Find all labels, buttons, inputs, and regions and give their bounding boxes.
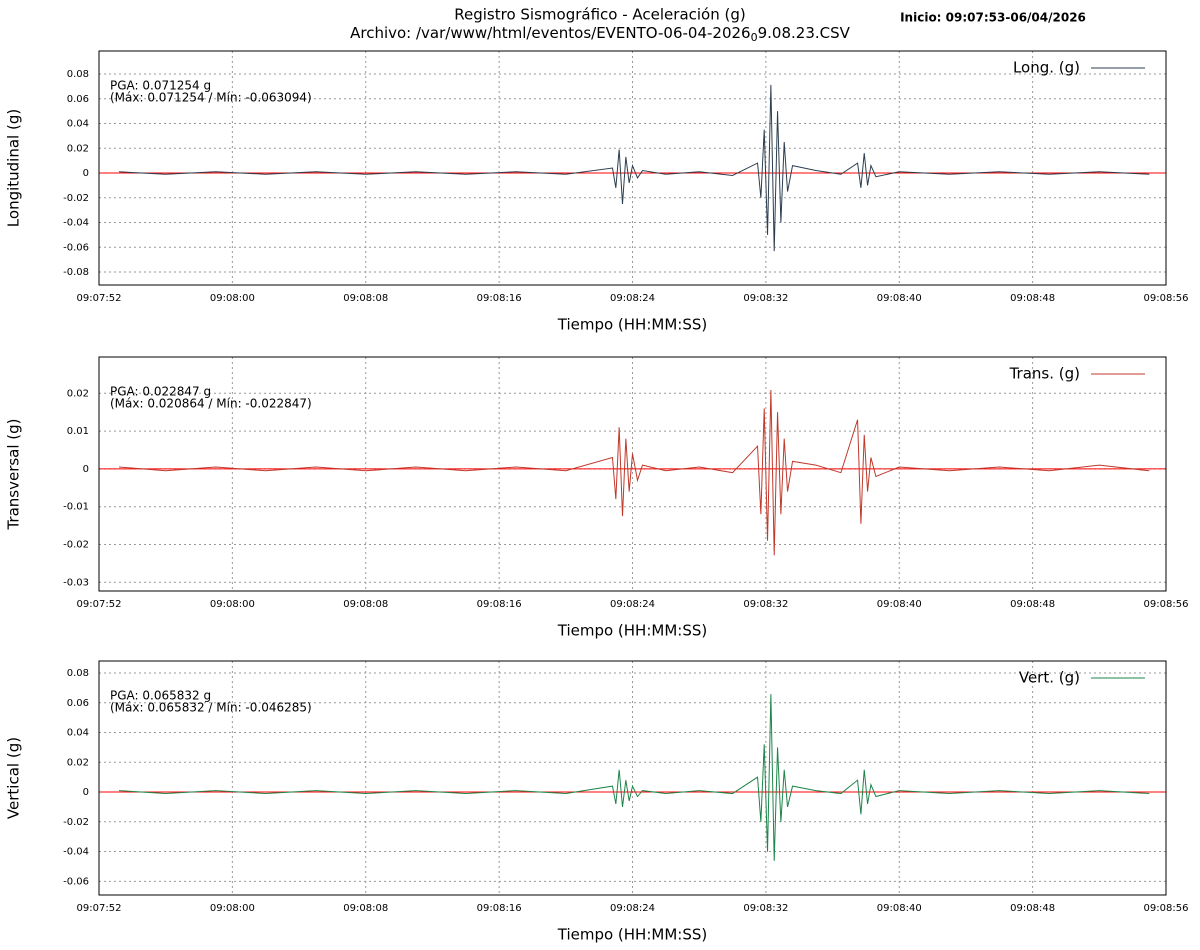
x-axis-label: Tiempo (HH:MM:SS) [557, 316, 707, 334]
x-tick-label: 09:08:32 [743, 599, 788, 610]
x-tick-label: 09:08:24 [610, 903, 655, 914]
x-axis-label: Tiempo (HH:MM:SS) [557, 622, 707, 640]
x-tick-label: 09:08:16 [477, 293, 522, 304]
y-tick-label: -0.02 [63, 817, 89, 828]
x-tick-label: 09:08:32 [743, 293, 788, 304]
y-tick-label: 0 [83, 787, 89, 798]
x-tick-label: 09:08:08 [343, 293, 388, 304]
x-tick-label: 09:08:40 [877, 903, 922, 914]
y-tick-label: -0.06 [63, 242, 89, 253]
x-tick-label: 09:08:56 [1144, 903, 1189, 914]
x-tick-label: 09:08:48 [1010, 903, 1055, 914]
start-note: Inicio: 09:07:53-06/04/2026 [900, 11, 1086, 25]
plot-frame [98, 356, 1167, 592]
x-tick-label: 09:08:16 [477, 599, 522, 610]
x-tick-label: 09:08:48 [1010, 293, 1055, 304]
x-tick-label: 09:07:52 [77, 903, 122, 914]
y-tick-label: 0.04 [67, 728, 89, 739]
y-tick-label: -0.02 [63, 193, 89, 204]
annotation: (Máx: 0.071254 / Mín: -0.063094) [110, 91, 312, 105]
y-tick-label: 0 [83, 168, 89, 179]
annotation: (Máx: 0.065832 / Mín: -0.046285) [110, 701, 312, 715]
x-axis-label: Tiempo (HH:MM:SS) [557, 926, 707, 944]
x-tick-label: 09:08:00 [210, 903, 255, 914]
x-tick-label: 09:08:24 [610, 293, 655, 304]
y-axis-label: Longitudinal (g) [5, 109, 23, 227]
y-tick-label: 0.02 [67, 143, 89, 154]
y-tick-label: 0.02 [67, 757, 89, 768]
y-tick-label: 0.08 [67, 668, 89, 679]
y-tick-label: -0.04 [63, 218, 89, 229]
y-tick-label: -0.04 [63, 847, 89, 858]
y-tick-label: 0.01 [67, 426, 89, 437]
signal-line [118, 390, 1150, 556]
y-tick-label: 0.04 [67, 119, 89, 130]
subtitle-part: 9.08.23.CSV [758, 24, 851, 42]
chart-subtitle: Archivo: /var/www/html/eventos/EVENTO-06… [350, 24, 851, 45]
x-tick-label: 09:08:08 [343, 903, 388, 914]
plot-frame [98, 660, 1167, 896]
annotation: PGA: 0.071254 g [110, 79, 211, 93]
subtitle-part: Archivo: /var/www/html/eventos/EVENTO-06… [350, 24, 751, 42]
legend-label: Long. (g) [1013, 59, 1080, 77]
x-tick-label: 09:08:00 [210, 599, 255, 610]
x-tick-label: 09:08:16 [477, 903, 522, 914]
y-tick-label: 0.06 [67, 94, 89, 105]
subtitle-part: 0 [751, 31, 758, 44]
x-tick-label: 09:08:32 [743, 903, 788, 914]
x-tick-label: 09:08:56 [1144, 293, 1189, 304]
legend-label: Vert. (g) [1019, 669, 1080, 687]
y-tick-label: -0.06 [63, 876, 89, 887]
y-axis-label: Transversal (g) [5, 418, 23, 530]
x-tick-label: 09:08:24 [610, 599, 655, 610]
x-tick-label: 09:08:56 [1144, 599, 1189, 610]
y-tick-label: -0.08 [63, 267, 89, 278]
chart-title: Registro Sismográfico - Aceleración (g) [454, 6, 745, 24]
annotation: PGA: 0.022847 g [110, 385, 211, 399]
annotation: PGA: 0.065832 g [110, 689, 211, 703]
x-tick-label: 09:08:40 [877, 293, 922, 304]
y-tick-label: 0.02 [67, 388, 89, 399]
y-tick-label: -0.03 [63, 577, 89, 588]
y-tick-label: 0 [83, 464, 89, 475]
signal-line [118, 694, 1150, 861]
y-tick-label: 0.06 [67, 698, 89, 709]
signal-line [118, 84, 1150, 252]
y-tick-label: -0.01 [63, 502, 89, 513]
legend-label: Trans. (g) [1009, 365, 1080, 383]
x-tick-label: 09:08:00 [210, 293, 255, 304]
annotation: (Máx: 0.020864 / Mín: -0.022847) [110, 397, 312, 411]
x-tick-label: 09:07:52 [77, 599, 122, 610]
x-tick-label: 09:08:08 [343, 599, 388, 610]
y-tick-label: 0.08 [67, 69, 89, 80]
y-tick-label: -0.02 [63, 540, 89, 551]
plot-frame [98, 50, 1167, 286]
x-tick-label: 09:08:40 [877, 599, 922, 610]
x-tick-label: 09:08:48 [1010, 599, 1055, 610]
y-axis-label: Vertical (g) [5, 737, 23, 819]
x-tick-label: 09:07:52 [77, 293, 122, 304]
